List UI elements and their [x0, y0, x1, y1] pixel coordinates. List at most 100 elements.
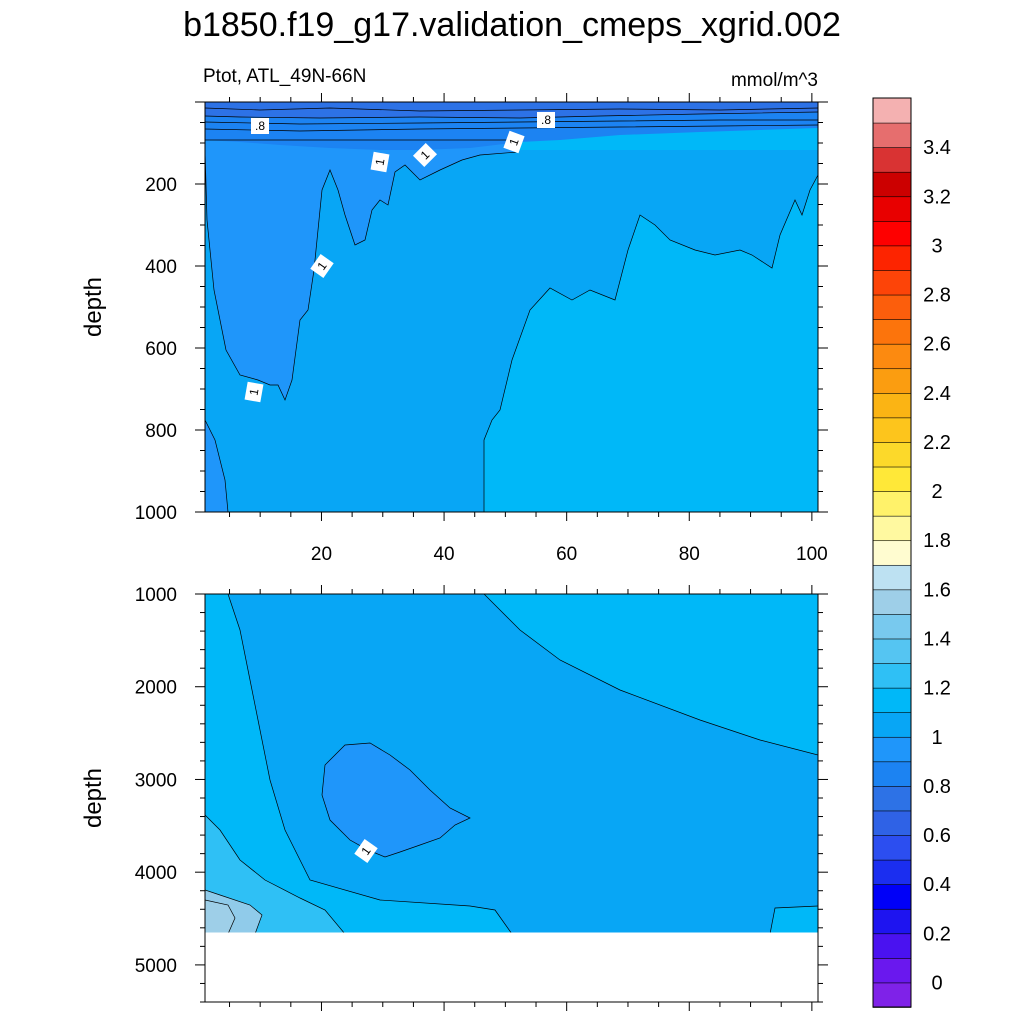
- contour-line: [205, 150, 818, 512]
- colorbar-box: [872, 564, 912, 591]
- colorbar-box: [872, 883, 912, 910]
- region-west-strip: [205, 420, 228, 512]
- colorbar-box: [872, 466, 912, 492]
- contour-line: [227, 594, 512, 933]
- colorbar-box: [872, 589, 912, 615]
- colorbar-box: [872, 957, 912, 984]
- colorbar-label: 2.4: [923, 383, 951, 405]
- y-tick-label: 800: [145, 421, 177, 442]
- contour-line: [205, 899, 236, 933]
- contour-line: [483, 594, 818, 756]
- colorbar-label: 1.8: [923, 530, 951, 552]
- colorbar-box: [872, 245, 912, 271]
- colorbar-box: [872, 982, 912, 1008]
- left-subtitle: Ptot, ATL_49N-66N: [203, 66, 366, 87]
- colorbar-box: [872, 367, 912, 394]
- colorbar-box: [872, 859, 912, 885]
- colorbar-box: [872, 662, 912, 689]
- colorbar-box: [872, 613, 912, 640]
- lower-contour-lines: [205, 594, 818, 933]
- colorbar: 0 0.2 0.4 0.6 0.8 1 1.2 1.4 1.6 1.8 2 2.2 2.4 2.6 2.8 3…: [872, 97, 951, 1008]
- y-tick-label: 5000: [135, 956, 177, 977]
- x-tick-label: 100: [796, 544, 828, 565]
- colorbar-box: [872, 711, 912, 738]
- y-tick-label: 600: [145, 339, 177, 360]
- colorbar-box: [872, 146, 912, 173]
- lower-contour-fill: [205, 594, 818, 933]
- y-tick-label: 1000: [135, 585, 177, 606]
- contour-line: [205, 119, 818, 125]
- colorbar-label: 2.6: [923, 334, 951, 356]
- colorbar-box: [872, 932, 912, 959]
- upper-panel: .8 .8 1 1 1 1 1 20 40 60 80 100 200 400 600 800 1000: [135, 93, 828, 565]
- upper-contour-fill: [205, 102, 818, 512]
- colorbar-label: 3.2: [923, 186, 951, 208]
- colorbar-box: [872, 417, 912, 443]
- colorbar-box: [872, 392, 912, 419]
- colorbar-label: 1: [931, 727, 942, 749]
- y-tick-label: 4000: [135, 863, 177, 884]
- colorbar-box: [872, 318, 912, 345]
- contour-line: [205, 124, 818, 132]
- colorbar-label: 0: [931, 972, 942, 994]
- y-tick-label: 3000: [135, 770, 177, 791]
- y-tick-label: 400: [145, 257, 177, 278]
- colorbar-box: [872, 490, 912, 517]
- contour-line: [321, 742, 471, 858]
- colorbar-box: [872, 908, 912, 935]
- colorbar-box: [872, 122, 912, 148]
- colorbar-label: 2: [931, 481, 942, 503]
- colorbar-label: 0.6: [923, 825, 951, 847]
- svg-text:1: 1: [247, 387, 262, 396]
- region-west-lobe: [205, 140, 520, 400]
- lower-y-axis-label: depth: [80, 768, 107, 828]
- contour-line: [769, 905, 818, 933]
- svg-text:.8: .8: [255, 119, 265, 133]
- colorbar-box: [872, 220, 912, 247]
- y-tick-label: 1000: [135, 503, 177, 524]
- svg-text:1: 1: [506, 136, 522, 147]
- contour-line: [205, 107, 818, 112]
- x-tick-label: 40: [433, 544, 454, 565]
- colorbar-label: 0.4: [923, 874, 951, 896]
- upper-contour-lines: [205, 107, 818, 512]
- colorbar-label: 1.2: [923, 678, 951, 700]
- colorbar-label: 3.4: [923, 137, 951, 159]
- colorbar-box: [872, 539, 912, 566]
- lower-panel: 1 1000 2000 3000 4000 5000: [135, 585, 828, 1011]
- colorbar-box: [872, 834, 912, 861]
- contour-label: 1: [503, 130, 525, 154]
- colorbar-box: [872, 761, 912, 787]
- right-subtitle: mmol/m^3: [731, 70, 818, 91]
- colorbar-label: 0.8: [923, 776, 951, 798]
- colorbar-label: 2.8: [923, 285, 951, 307]
- colorbar-box: [872, 515, 912, 542]
- svg-text:1: 1: [373, 157, 388, 166]
- colorbar-box: [872, 195, 912, 222]
- colorbar-box: [872, 269, 912, 296]
- contour-label: 1: [244, 381, 264, 403]
- contour-line: [205, 814, 345, 933]
- colorbar-box: [872, 687, 912, 713]
- x-tick-label: 80: [679, 544, 700, 565]
- x-tick-label: 60: [556, 544, 577, 565]
- chart-title: b1850.f19_g17.validation_cmeps_xgrid.002: [183, 6, 841, 44]
- colorbar-box: [872, 736, 912, 763]
- region-corner-inner: [205, 900, 235, 933]
- colorbar-box: [872, 441, 912, 468]
- colorbar-box: [872, 294, 912, 320]
- colorbar-box: [872, 638, 912, 664]
- region-bubble: [322, 743, 470, 857]
- colorbar-box: [872, 343, 912, 370]
- contour-label: 1: [370, 151, 390, 173]
- y-tick-label: 2000: [135, 678, 177, 699]
- contour-label: .8: [537, 112, 555, 128]
- colorbar-frame: [872, 97, 912, 1008]
- contour-label: 1: [310, 254, 334, 278]
- colorbar-box: [872, 171, 912, 198]
- contour-line: [205, 139, 521, 401]
- x-tick-label: 20: [311, 544, 332, 565]
- contour-label: 1: [354, 839, 378, 863]
- plot-panels: .8 .8 1 1 1 1 1 20 40 60 80 100 200 400 600 800 1000 1 100…: [135, 93, 828, 1011]
- colorbar-box: [872, 97, 912, 124]
